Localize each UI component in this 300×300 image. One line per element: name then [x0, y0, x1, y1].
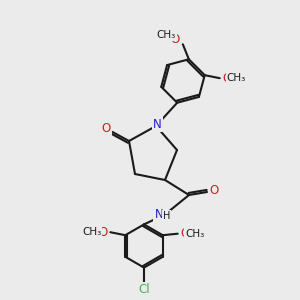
Text: N: N — [153, 118, 162, 131]
Text: O: O — [102, 122, 111, 135]
Text: CH₃: CH₃ — [157, 30, 176, 40]
Text: O: O — [98, 226, 107, 239]
Text: N: N — [154, 208, 164, 221]
Text: O: O — [210, 184, 219, 197]
Text: Cl: Cl — [138, 283, 150, 296]
Text: CH₃: CH₃ — [82, 227, 101, 237]
Text: CH₃: CH₃ — [185, 229, 205, 239]
Text: CH₃: CH₃ — [226, 73, 246, 83]
Text: O: O — [223, 72, 232, 85]
Text: O: O — [171, 33, 180, 46]
Text: H: H — [163, 211, 170, 221]
Text: O: O — [181, 227, 190, 240]
